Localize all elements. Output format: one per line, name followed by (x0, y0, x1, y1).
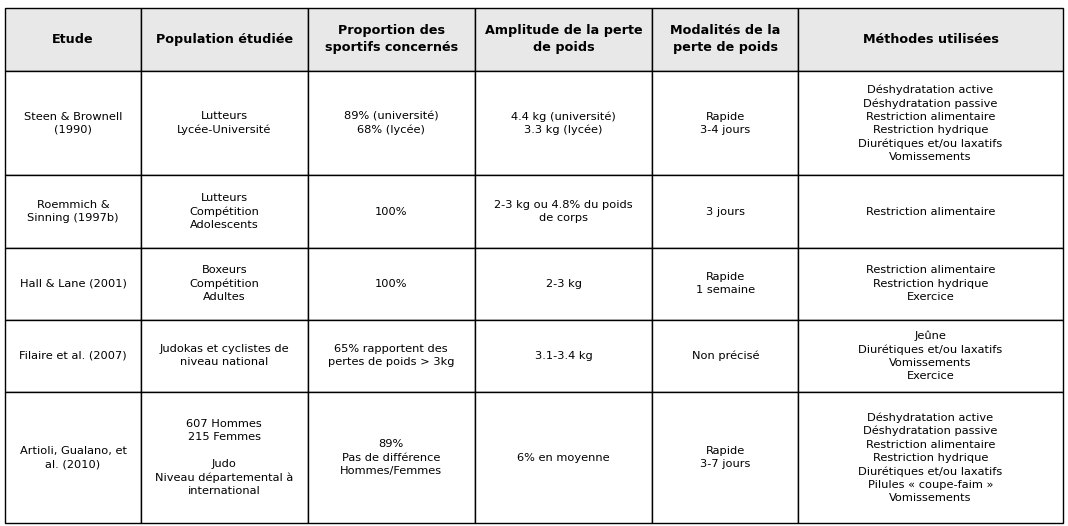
Text: 89%
Pas de différence
Hommes/Femmes: 89% Pas de différence Hommes/Femmes (341, 439, 442, 476)
Bar (653, 320, 799, 392)
Bar (475, 176, 653, 248)
Bar (308, 71, 475, 176)
Bar (475, 392, 653, 523)
Text: 607 Hommes
215 Femmes

Judo
Niveau départemental à
international: 607 Hommes 215 Femmes Judo Niveau départ… (155, 419, 294, 496)
Text: Modalités de la
perte de poids: Modalités de la perte de poids (671, 25, 781, 55)
Bar (799, 320, 1063, 392)
Bar (799, 8, 1063, 71)
Text: 100%: 100% (375, 279, 408, 289)
Text: Etude: Etude (52, 33, 94, 46)
Text: 4.4 kg (université)
3.3 kg (lycée): 4.4 kg (université) 3.3 kg (lycée) (512, 111, 616, 135)
Text: 3.1-3.4 kg: 3.1-3.4 kg (535, 351, 593, 361)
Bar (5, 320, 141, 392)
Text: Méthodes utilisées: Méthodes utilisées (863, 33, 999, 46)
Text: Rapide
3-7 jours: Rapide 3-7 jours (701, 446, 751, 469)
Text: Lutteurs
Compétition
Adolescents: Lutteurs Compétition Adolescents (189, 193, 260, 230)
Text: Rapide
1 semaine: Rapide 1 semaine (696, 272, 755, 295)
Bar (141, 392, 308, 523)
Bar (653, 71, 799, 176)
Text: 6% en moyenne: 6% en moyenne (517, 453, 610, 463)
Text: Non précisé: Non précisé (692, 351, 759, 361)
Text: Déshydratation active
Déshydratation passive
Restriction alimentaire
Restriction: Déshydratation active Déshydratation pas… (859, 412, 1003, 503)
Bar (653, 176, 799, 248)
Bar (5, 71, 141, 176)
Text: Restriction alimentaire
Restriction hydrique
Exercice: Restriction alimentaire Restriction hydr… (866, 266, 995, 302)
Bar (141, 8, 308, 71)
Bar (308, 248, 475, 320)
Text: Déshydratation active
Déshydratation passive
Restriction alimentaire
Restriction: Déshydratation active Déshydratation pas… (859, 84, 1003, 162)
Text: 100%: 100% (375, 207, 408, 217)
Bar (5, 392, 141, 523)
Text: 2-3 kg: 2-3 kg (546, 279, 582, 289)
Text: Roemmich &
Sinning (1997b): Roemmich & Sinning (1997b) (28, 200, 119, 223)
Text: Restriction alimentaire: Restriction alimentaire (866, 207, 995, 217)
Bar (799, 248, 1063, 320)
Text: Steen & Brownell
(1990): Steen & Brownell (1990) (23, 112, 122, 135)
Text: Amplitude de la perte
de poids: Amplitude de la perte de poids (485, 25, 643, 55)
Text: 65% rapportent des
pertes de poids > 3kg: 65% rapportent des pertes de poids > 3kg (328, 344, 455, 368)
Bar (475, 320, 653, 392)
Text: 89% (université)
68% (lycée): 89% (université) 68% (lycée) (344, 112, 439, 135)
Bar (141, 320, 308, 392)
Text: 2-3 kg ou 4.8% du poids
de corps: 2-3 kg ou 4.8% du poids de corps (494, 200, 633, 223)
Bar (799, 71, 1063, 176)
Text: Population étudiée: Population étudiée (156, 33, 293, 46)
Bar (653, 8, 799, 71)
Bar (799, 176, 1063, 248)
Bar (475, 71, 653, 176)
Bar (799, 392, 1063, 523)
Text: Rapide
3-4 jours: Rapide 3-4 jours (701, 112, 751, 135)
Bar (5, 176, 141, 248)
Bar (141, 176, 308, 248)
Text: Artioli, Gualano, et
al. (2010): Artioli, Gualano, et al. (2010) (19, 446, 126, 469)
Bar (653, 392, 799, 523)
Text: Filaire et al. (2007): Filaire et al. (2007) (19, 351, 127, 361)
Text: Jeûne
Diurétiques et/ou laxatifs
Vomissements
Exercice: Jeûne Diurétiques et/ou laxatifs Vomisse… (859, 330, 1003, 381)
Bar (653, 248, 799, 320)
Bar (308, 392, 475, 523)
Text: Hall & Lane (2001): Hall & Lane (2001) (19, 279, 126, 289)
Text: Lutteurs
Lycée-Université: Lutteurs Lycée-Université (177, 112, 271, 135)
Text: Proportion des
sportifs concernés: Proportion des sportifs concernés (325, 25, 458, 55)
Bar (475, 8, 653, 71)
Text: Boxeurs
Compétition
Adultes: Boxeurs Compétition Adultes (189, 265, 260, 302)
Bar (475, 248, 653, 320)
Text: 3 jours: 3 jours (706, 207, 744, 217)
Bar (308, 176, 475, 248)
Bar (141, 248, 308, 320)
Text: Judokas et cyclistes de
niveau national: Judokas et cyclistes de niveau national (159, 344, 289, 368)
Bar (5, 8, 141, 71)
Bar (141, 71, 308, 176)
Bar (308, 320, 475, 392)
Bar (308, 8, 475, 71)
Bar (5, 248, 141, 320)
